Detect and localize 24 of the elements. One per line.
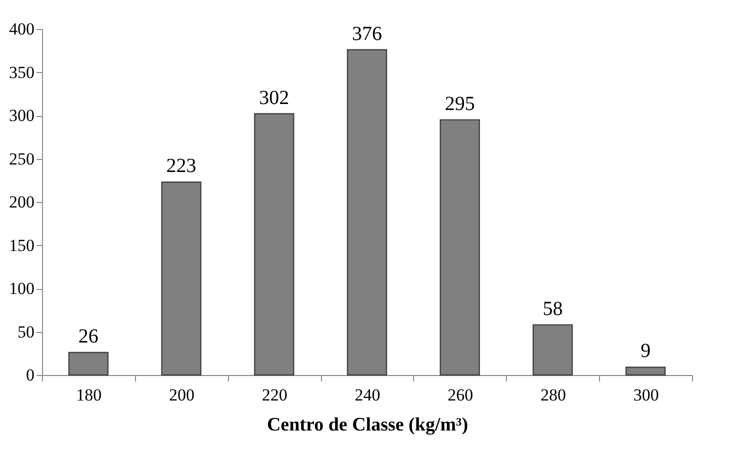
y-tick-label: 100	[9, 279, 34, 298]
data-label: 302	[259, 86, 290, 109]
data-label: 295	[444, 92, 475, 115]
x-tick-label: 300	[633, 386, 659, 404]
data-label: 58	[542, 298, 563, 320]
y-tick-label: 50	[18, 322, 34, 342]
data-label: 9	[640, 340, 651, 362]
x-tick-label: 220	[262, 386, 288, 404]
data-label: 26	[78, 326, 98, 348]
y-tick-label: 350	[9, 62, 34, 82]
x-tick-label: 200	[169, 386, 195, 404]
y-tick-label: 150	[9, 236, 34, 255]
data-label: 376	[352, 22, 382, 45]
y-tick-label: 0	[26, 366, 34, 384]
y-tick-label: 250	[9, 149, 34, 168]
x-tick-label: 180	[76, 386, 102, 404]
y-tick-label: 200	[9, 192, 34, 212]
x-tick-label: 280	[540, 386, 566, 404]
x-axis-title: Centro de Classe (kg/m³)	[266, 414, 468, 436]
x-tick-label: 260	[448, 386, 474, 404]
y-tick-label: 400	[9, 20, 34, 38]
data-label: 223	[166, 155, 196, 178]
x-tick-label: 240	[354, 386, 380, 404]
y-tick-label: 300	[9, 106, 34, 125]
